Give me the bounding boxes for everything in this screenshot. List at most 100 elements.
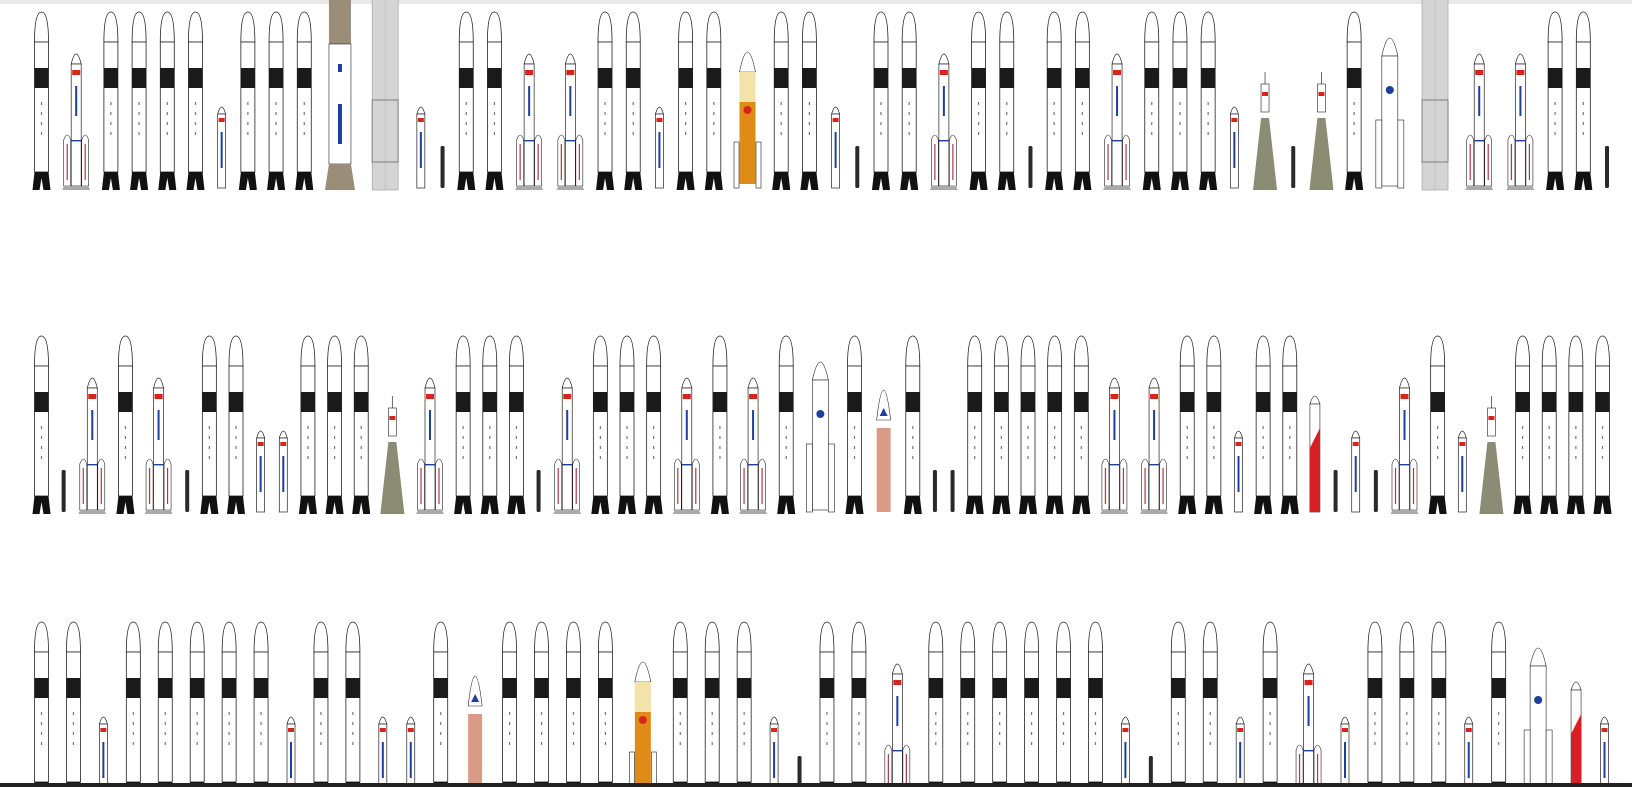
rocket-tiny-icon [185, 470, 190, 512]
rocket-falcon9-icon [457, 11, 476, 190]
rocket-longmarch-icon [553, 377, 582, 514]
rocket-falcon9-icon [325, 335, 344, 514]
rocket-falcon9-icon [704, 11, 723, 190]
rocket-falcon9-icon [1546, 11, 1565, 190]
rocket-falcon9-icon [672, 621, 688, 787]
rocket-tiny-icon [1291, 146, 1296, 188]
rocket-soyuz-icon [1309, 72, 1334, 190]
rocket-small-icon [1229, 106, 1239, 189]
rocket-falcon9-icon [295, 11, 314, 190]
rocket-falcon9-icon [710, 335, 729, 514]
rocket-falcon9-icon [1566, 335, 1585, 514]
rocket-falcon9-icon [644, 335, 663, 514]
rocket-falcon9-icon [1073, 11, 1092, 190]
rocket-falcon9-icon [1428, 335, 1447, 514]
rocket-small-icon [654, 106, 664, 189]
rocket-falcon9-icon [1204, 335, 1223, 514]
rocket-longmarch-icon [1140, 377, 1169, 514]
rocket-falcon9-icon [903, 335, 922, 514]
rocket-longmarch-icon [62, 53, 91, 190]
rocket-falcon9-icon [1170, 621, 1186, 787]
rocket-falcon9-icon [158, 11, 177, 190]
rocket-tiny-icon [932, 470, 937, 512]
rocket-falcon9-icon [704, 621, 720, 787]
rocket-falcon9-icon [1055, 621, 1072, 787]
rocket-falcon9-icon [157, 621, 173, 787]
rocket-small-icon [98, 716, 108, 787]
rocket-falcon9-icon [591, 335, 610, 514]
rocket-longmarch-icon [515, 53, 544, 190]
rocket-falcon9-icon [928, 621, 944, 787]
rocket-falcon9-icon [1593, 335, 1612, 514]
rocket-falcon9-icon [533, 621, 550, 787]
rocket-falcon9-icon [965, 335, 984, 514]
rocket-starship-icon [1421, 0, 1449, 191]
rocket-falcon9-icon [1513, 335, 1532, 514]
rocket-falcon9-icon [433, 621, 449, 787]
rocket-vulcan-icon [876, 389, 891, 512]
rocket-ariane-icon [806, 361, 835, 513]
rocket-ariane-icon [1523, 647, 1553, 787]
rocket-falcon9-icon [454, 335, 473, 514]
rocket-ariane-icon [1375, 37, 1405, 189]
rocket-longmarch-icon [1295, 663, 1322, 787]
rocket-falcon9-icon [1045, 11, 1064, 190]
rocket-tiny-icon [1333, 470, 1338, 512]
rocket-small-icon [256, 430, 266, 513]
rocket-falcon9-icon [1367, 621, 1383, 787]
rocket-newglenn-icon [324, 0, 355, 190]
rocket-h3-icon [629, 661, 657, 787]
rocket-longmarch-icon [1506, 53, 1535, 190]
rocket-small-icon [278, 430, 288, 513]
rocket-falcon9-icon [1170, 11, 1189, 190]
rocket-small-icon [769, 716, 779, 787]
rocket-falcon9-icon [200, 335, 219, 514]
rocket-longmarch-icon [672, 377, 701, 514]
rocket-falcon9-icon [676, 11, 695, 190]
rocket-small-icon [1234, 430, 1243, 513]
rocket-longmarch-icon [78, 377, 107, 514]
rocket-soyuz-icon [1479, 396, 1504, 514]
rocket-falcon9-icon [313, 621, 329, 787]
rocket-small-icon [1464, 716, 1474, 787]
top-edge [0, 0, 1632, 4]
rocket-starship-icon [371, 0, 399, 191]
rocket-falcon9-icon [597, 621, 613, 787]
rocket-falcon9-icon [186, 11, 205, 190]
rocket-falcon9-icon [32, 11, 51, 190]
rocket-falcon9-icon [1178, 335, 1197, 514]
rocket-zhuque-icon [1570, 681, 1582, 787]
rocket-tiny-icon [1373, 470, 1378, 512]
rocket-tiny-icon [1605, 146, 1609, 188]
rocket-falcon9-icon [298, 335, 317, 514]
rocket-tiny-icon [440, 146, 445, 188]
rocket-falcon9-icon [1142, 11, 1161, 190]
rocket-tiny-icon [855, 146, 860, 188]
rocket-falcon9-icon [1262, 621, 1278, 787]
rocket-falcon9-icon [1399, 621, 1415, 787]
rocket-small-icon [1235, 716, 1245, 787]
rocket-falcon9-icon [189, 621, 205, 787]
rocket-falcon9-icon [1087, 621, 1104, 787]
rocket-falcon9-icon [345, 621, 361, 787]
rocket-falcon9-icon [1072, 335, 1091, 514]
rocket-falcon9-icon [221, 621, 237, 787]
rocket-falcon9-icon [1024, 621, 1040, 787]
rocket-falcon9-icon [101, 11, 120, 190]
rocket-falcon9-icon [736, 621, 752, 787]
rocket-longmarch-icon [144, 377, 173, 514]
rocket-vulcan-icon [467, 675, 483, 787]
rocket-falcon9-icon [1199, 11, 1218, 190]
rocket-falcon9-icon [33, 621, 50, 787]
rocket-falcon9-icon [480, 335, 499, 514]
rocket-tiny-icon [950, 470, 955, 512]
rocket-falcon9-icon [32, 335, 51, 514]
rocket-falcon9-icon [1431, 621, 1447, 787]
rocket-falcon9-icon [1491, 621, 1507, 787]
rocket-falcon9-icon [992, 621, 1008, 787]
rocket-falcon9-icon [1202, 621, 1218, 787]
rocket-soyuz-icon [1253, 72, 1278, 190]
rocket-falcon9-icon [871, 11, 890, 190]
rocket-falcon9-icon [125, 621, 141, 787]
